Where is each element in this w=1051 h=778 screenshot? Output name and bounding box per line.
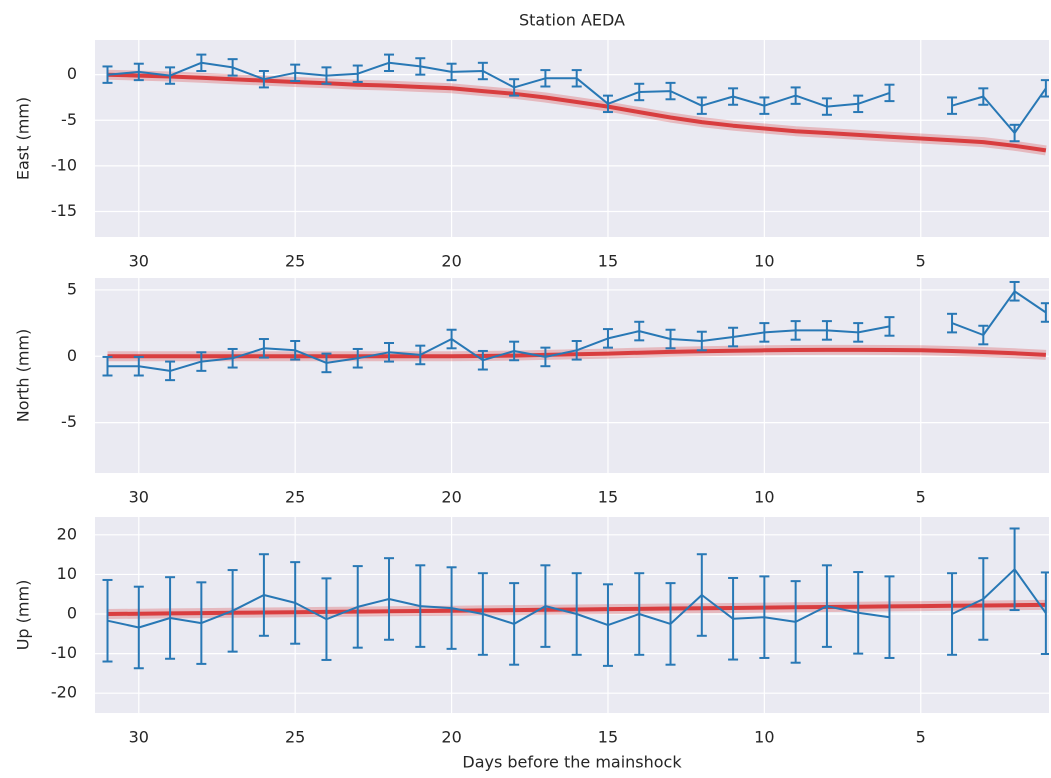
plot-background — [95, 278, 1049, 473]
x-tick-label: 15 — [598, 728, 618, 747]
data-line — [107, 568, 1047, 629]
y-axis-label: North (mm) — [14, 329, 33, 423]
x-tick-label: 10 — [754, 488, 774, 507]
y-tick-label: -10 — [51, 643, 77, 662]
x-tick-label: 25 — [285, 728, 305, 747]
x-tick-label: 20 — [441, 728, 461, 747]
plot-area — [102, 527, 1049, 670]
y-tick-label: -20 — [51, 683, 77, 702]
x-tick-label: 10 — [754, 728, 774, 747]
y-axis-label: Up (mm) — [14, 580, 33, 651]
x-tick-label: 20 — [441, 488, 461, 507]
x-tick-label: 15 — [598, 252, 618, 271]
y-tick-label: 20 — [57, 524, 77, 543]
y-tick-label: 5 — [67, 279, 77, 298]
x-axis-label: Days before the mainshock — [462, 753, 682, 772]
y-tick-label: 0 — [67, 604, 77, 623]
data-line — [107, 61, 1047, 134]
data-line — [107, 290, 1047, 372]
x-tick-label: 30 — [129, 488, 149, 507]
y-tick-label: -10 — [51, 155, 77, 174]
x-tick-label: 25 — [285, 252, 305, 271]
x-tick-label: 20 — [441, 252, 461, 271]
x-tick-label: 25 — [285, 488, 305, 507]
x-tick-label: 10 — [754, 252, 774, 271]
plot-area — [102, 280, 1049, 382]
y-tick-label: 0 — [67, 346, 77, 365]
y-tick-label: -15 — [51, 201, 77, 220]
x-tick-label: 5 — [916, 488, 926, 507]
y-tick-label: -5 — [61, 412, 77, 431]
y-axis-label: East (mm) — [14, 97, 33, 180]
chart-title: Station AEDA — [519, 11, 625, 30]
y-tick-label: -5 — [61, 110, 77, 129]
x-tick-label: 15 — [598, 488, 618, 507]
plot-area — [102, 53, 1049, 156]
x-tick-label: 30 — [129, 728, 149, 747]
y-tick-label: 0 — [67, 64, 77, 83]
y-tick-label: 10 — [57, 564, 77, 583]
x-tick-label: 5 — [916, 728, 926, 747]
x-tick-label: 5 — [916, 252, 926, 271]
x-tick-label: 30 — [129, 252, 149, 271]
